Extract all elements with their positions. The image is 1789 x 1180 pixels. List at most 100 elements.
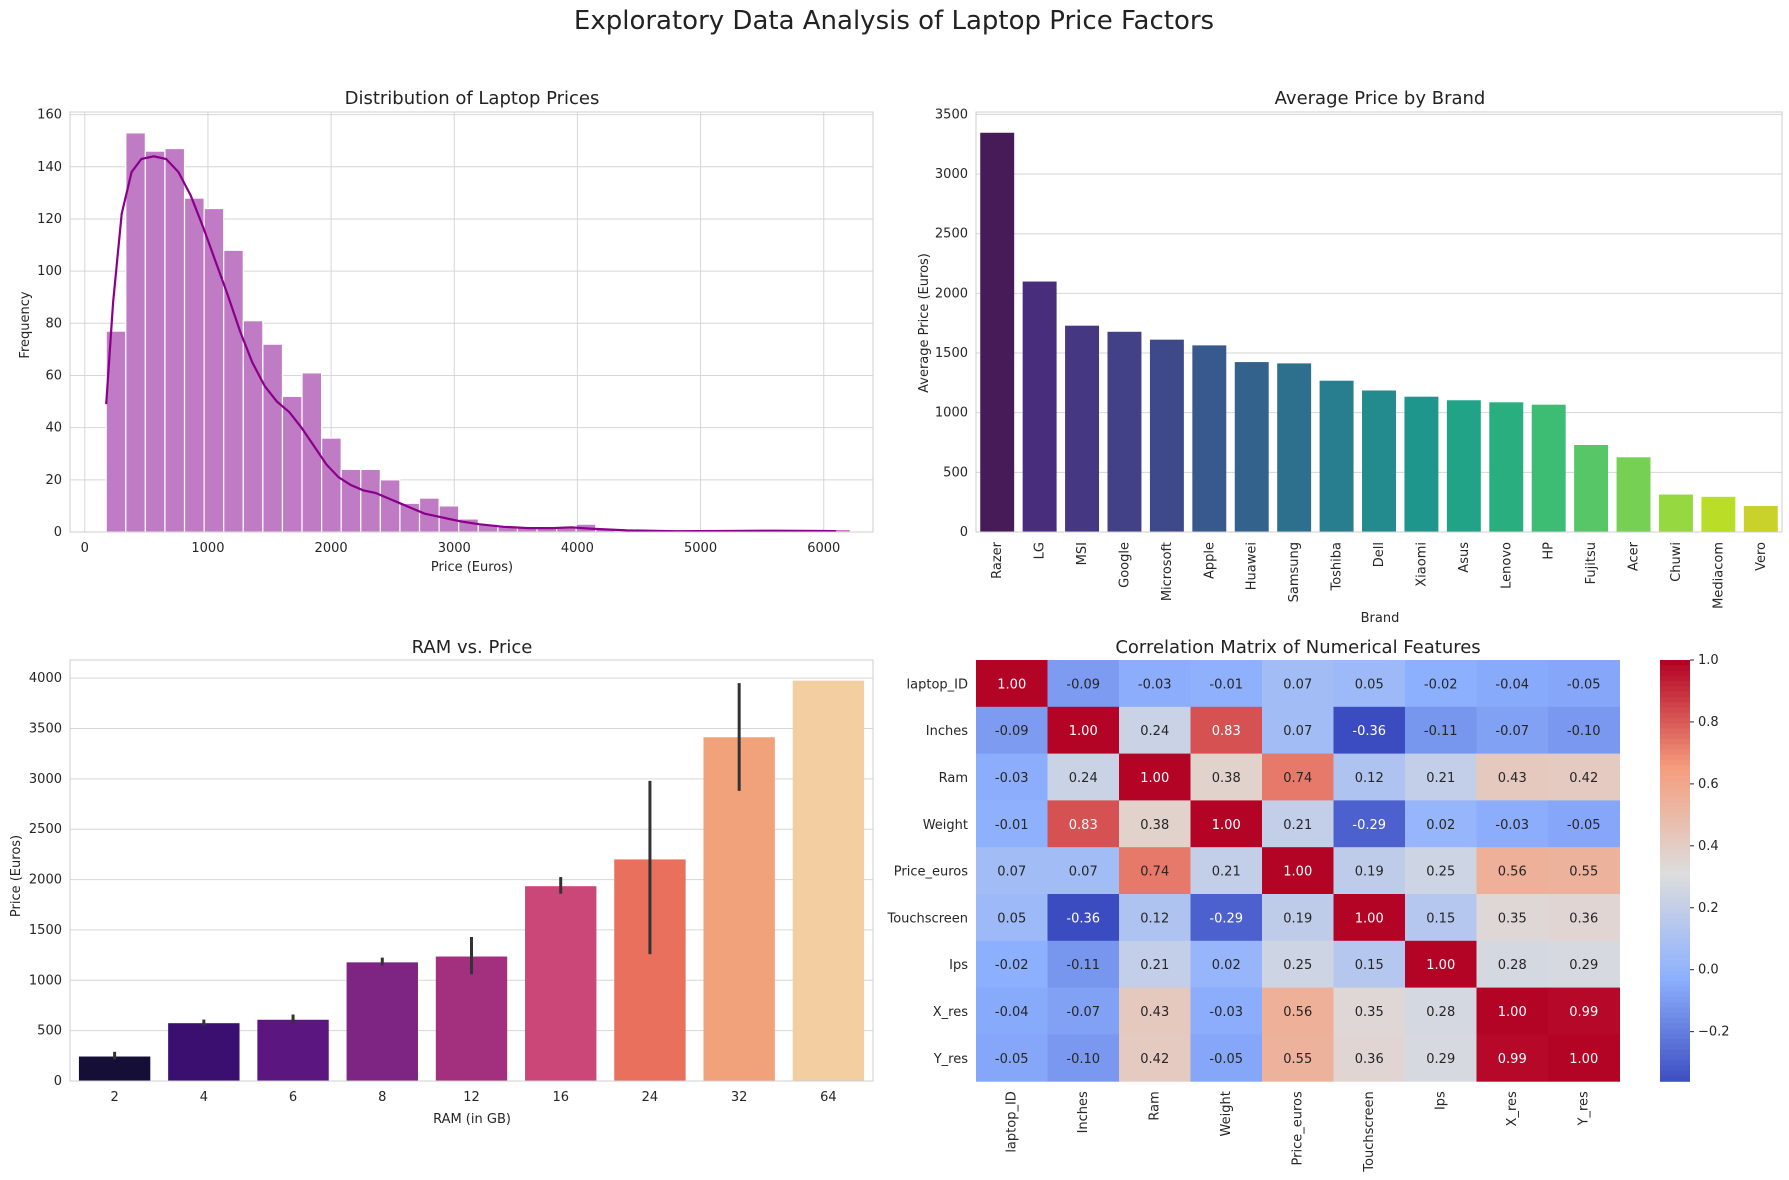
brand-bar: [1446, 400, 1481, 532]
heatmap-cell-label: 0.07: [1069, 865, 1098, 880]
heatmap-cell: [1047, 940, 1120, 989]
brand-chart-y-tick-label: 1500: [935, 346, 968, 361]
brand-x-tick-label: Dell: [1372, 542, 1387, 567]
heatmap-cell: [1476, 987, 1549, 1035]
colorbar-segment: [1660, 865, 1690, 872]
heatmap-cell: [1119, 894, 1191, 942]
heatmap-cell-label: -0.04: [995, 1005, 1029, 1020]
colorbar-segment: [1660, 775, 1690, 782]
brand-chart-y-tick-label: 2000: [935, 286, 968, 301]
ram-chart-title: RAM vs. Price: [412, 637, 533, 658]
colorbar-segment: [1660, 686, 1690, 693]
colorbar-segment: [1660, 723, 1690, 730]
colorbar-segment: [1660, 844, 1690, 851]
brand-x-tick-label: Lenovo: [1499, 542, 1514, 589]
colorbar-segment: [1660, 912, 1690, 919]
heatmap-cell-label: -0.03: [1138, 677, 1172, 692]
brand-bar: [1192, 345, 1227, 532]
brand-bar: [1489, 402, 1524, 532]
heatmap-cell-label: 1.00: [1069, 724, 1098, 739]
colorbar-segment: [1660, 733, 1690, 740]
colorbar-segment: [1660, 965, 1690, 972]
heatmap-cell: [1548, 894, 1620, 942]
colorbar-segment: [1660, 670, 1690, 677]
colorbar-segment: [1660, 854, 1690, 861]
brand-chart-y-tick-label: 2500: [935, 227, 968, 242]
histogram-bar: [183, 197, 205, 533]
histogram-kde-line: [105, 155, 837, 533]
brand-x-tick-label: LG: [1033, 542, 1048, 559]
brand-bar: [1658, 494, 1693, 532]
heatmap-cell: [1119, 660, 1191, 708]
heatmap-cell-label: 1.00: [1212, 818, 1241, 833]
heatmap-cell: [1190, 940, 1263, 989]
heatmap-cell: [976, 753, 1048, 801]
heatmap-y-tick-label: X_res: [933, 1005, 968, 1020]
histogram-bar: [164, 147, 186, 533]
ram-x-tick-label: 24: [642, 1090, 659, 1105]
ram-bar: [703, 737, 775, 1081]
colorbar-segment: [1660, 881, 1690, 887]
heatmap-cell-label: -0.10: [1567, 724, 1601, 739]
colorbar-segment: [1660, 975, 1690, 982]
colorbar-tick-label: 0.8: [1698, 715, 1719, 730]
brand-x-tick-label: Samsung: [1287, 542, 1302, 602]
heatmap-cell: [1190, 987, 1263, 1035]
histogram-y-tick-label: 160: [37, 108, 62, 123]
ram-x-tick-label: 6: [289, 1090, 297, 1105]
brand-bar: [1743, 505, 1778, 532]
heatmap-cell-label: 0.36: [1355, 1052, 1384, 1067]
heatmap-cell-label: 0.07: [1283, 677, 1312, 692]
heatmap-cell-label: 0.07: [997, 865, 1026, 880]
heatmap-cell-label: 0.02: [1426, 818, 1455, 833]
colorbar-segment: [1660, 954, 1690, 961]
histogram-bar: [242, 320, 264, 533]
heatmap-cell-label: 1.00: [1283, 865, 1312, 880]
heatmap-cell: [1262, 847, 1334, 895]
heatmap-cell-label: 0.55: [1569, 865, 1598, 880]
brand-bar: [1065, 325, 1100, 532]
brand-chart-axes-frame: [975, 111, 1783, 533]
heatmap-cell-label: 0.19: [1283, 911, 1312, 926]
ram-bar: [257, 1019, 329, 1081]
heatmap-cell: [1476, 940, 1549, 989]
heatmap-cell: [1548, 847, 1620, 895]
heatmap-cell: [1333, 800, 1406, 848]
brand-x-tick-label: Fujitsu: [1584, 542, 1599, 584]
ram-x-tick-label: 64: [820, 1090, 837, 1105]
colorbar-tick-label: 0.2: [1698, 901, 1719, 916]
histogram-x-tick-label: 4000: [561, 541, 594, 556]
heatmap-x-tick-label: Ips: [1434, 1091, 1449, 1110]
histogram-y-tick-label: 20: [45, 473, 62, 488]
colorbar-segment: [1660, 1007, 1690, 1014]
brand-x-tick-label: Huawei: [1245, 542, 1260, 590]
heatmap-cell-label: 0.99: [1498, 1052, 1527, 1067]
brand-x-tick-label: Microsoft: [1160, 542, 1175, 601]
heatmap-cell-label: -0.03: [995, 771, 1029, 786]
colorbar-segment: [1660, 907, 1690, 914]
heatmap-y-tick-label: Ram: [939, 771, 968, 786]
histogram-y-tick-label: 140: [37, 160, 62, 175]
colorbar-segment: [1660, 707, 1690, 714]
heatmap-cell: [1119, 987, 1191, 1035]
brand-bar: [1277, 363, 1312, 532]
ram-chart-y-tick-label: 3500: [29, 721, 62, 736]
brand-x-tick-label: HP: [1542, 542, 1557, 560]
heatmap-cell-label: -0.05: [995, 1052, 1029, 1067]
ram-chart-y-tick-label: 4000: [29, 671, 62, 686]
brand-bar: [1149, 339, 1184, 532]
brand-chart-y-tick-label: 3000: [935, 167, 968, 182]
brand-bar: [1234, 362, 1269, 532]
ram-x-tick-label: 32: [731, 1090, 748, 1105]
heatmap-cell: [1476, 847, 1549, 895]
brand-chart-title: Average Price by Brand: [1275, 88, 1486, 109]
heatmap-cell: [976, 894, 1048, 942]
heatmap-cell: [1548, 940, 1620, 989]
colorbar-segment: [1660, 796, 1690, 803]
heatmap-cell: [1047, 706, 1120, 755]
colorbar-segment: [1660, 802, 1690, 809]
heatmap-y-tick-label: Y_res: [933, 1052, 968, 1067]
histogram-y-tick-label: 0: [54, 525, 62, 540]
histogram-bar: [321, 437, 342, 533]
heatmap-cell-label: 0.56: [1498, 865, 1527, 880]
